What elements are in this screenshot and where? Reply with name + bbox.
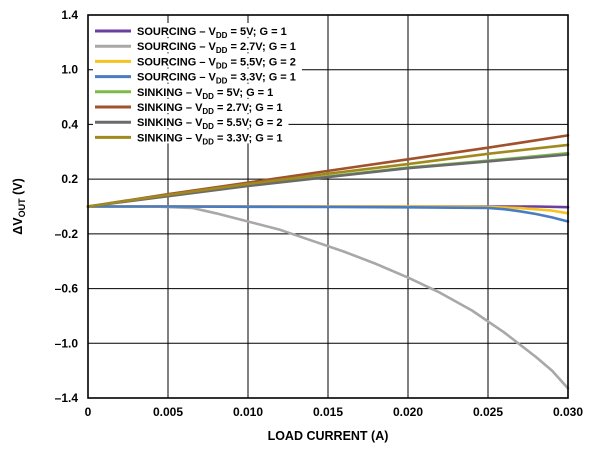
x-tick-label: 0.015: [313, 405, 343, 419]
x-tick-label: 0.025: [473, 405, 503, 419]
x-tick-labels: 0 0.005 0.010 0.015 0.020 0.025 0.030: [85, 405, 584, 419]
y-axis-title-sub: OUT: [17, 198, 27, 218]
y-tick-label: 1.0: [61, 63, 78, 77]
x-axis-title: LOAD CURRENT (A): [268, 429, 389, 443]
y-tick-label: –1.0: [55, 336, 79, 350]
y-tick-label: 1.4: [61, 8, 78, 22]
y-tick-label: 0.4: [61, 117, 78, 131]
series-line: [86, 205, 570, 390]
legend-bg: [93, 38, 302, 53]
y-tick-label: –0.2: [55, 227, 79, 241]
data-series: [86, 134, 570, 390]
legend-bg: [93, 129, 289, 144]
legend-label: SOURCING – VDD = 2.7V; G = 1: [137, 41, 296, 55]
legend-bg: [93, 99, 289, 113]
series-line: [86, 143, 570, 208]
y-tick-label: –0.6: [55, 282, 79, 296]
legend-bg: [93, 23, 293, 37]
y-axis-title: ΔVOUT (V): [11, 178, 27, 234]
legend-bg: [93, 83, 280, 98]
legend-label: SOURCING – VDD = 3.3V; G = 1: [137, 72, 296, 86]
y-tick-label: –1.4: [55, 391, 79, 405]
x-tick-label: 0.020: [393, 405, 423, 419]
series-line: [86, 205, 570, 223]
legend-label: SINKING – VDD = 5V; G = 1: [137, 87, 273, 101]
x-tick-label: 0.030: [553, 405, 583, 419]
legend-label: SINKING – VDD = 2.7V; G = 1: [137, 102, 282, 116]
legend-bg: [93, 53, 302, 68]
legend-label: SINKING – VDD = 5.5V; G = 2: [137, 117, 282, 131]
legend-label: SOURCING – VDD = 5V; G = 1: [137, 26, 287, 40]
y-tick-label: 0.2: [61, 172, 78, 186]
legend-bg: [93, 114, 289, 129]
y-tick-labels: 1.4 1.0 0.4 0.2 –0.2 –0.6 –1.0 –1.4: [55, 8, 79, 405]
legend-label: SINKING – VDD = 3.3V; G = 1: [137, 132, 282, 146]
y-axis-title-suffix: (V): [11, 178, 25, 198]
plot-frame: [87, 14, 569, 399]
legend-label: SOURCING – VDD = 5.5V; G = 2: [137, 56, 296, 70]
y-axis-title-prefix: ΔV: [11, 217, 25, 235]
x-tick-label: 0.010: [233, 405, 263, 419]
legend-bg: [93, 68, 302, 83]
x-tick-label: 0.005: [153, 405, 183, 419]
x-tick-label: 0: [85, 405, 92, 419]
